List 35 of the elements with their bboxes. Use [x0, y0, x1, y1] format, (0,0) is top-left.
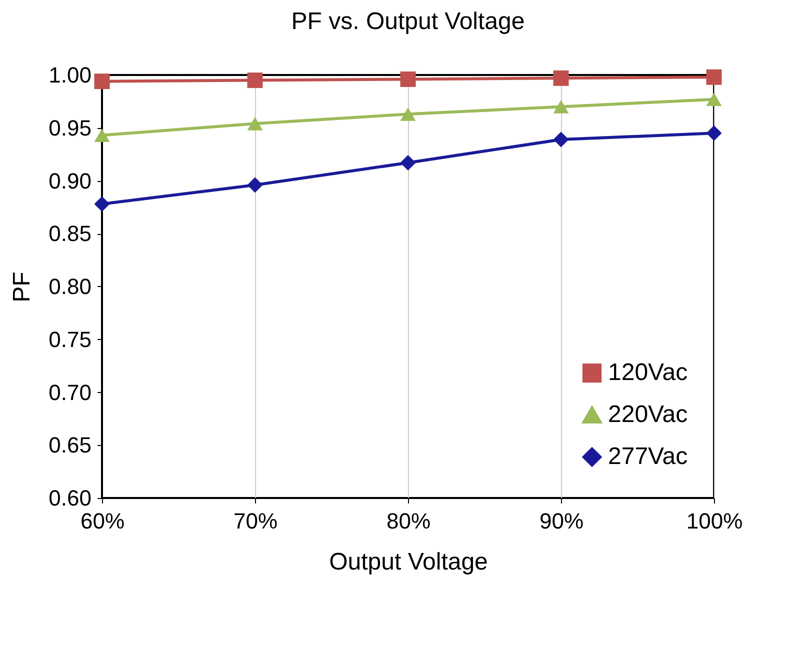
y-tick-label: 0.70 — [48, 380, 92, 405]
point — [247, 72, 263, 88]
point — [706, 125, 722, 141]
point — [94, 128, 110, 142]
point — [400, 155, 416, 171]
y-tick-label: 0.65 — [48, 432, 92, 458]
y-tick-label: 0.85 — [48, 221, 92, 246]
y-tick-label: 0.95 — [48, 115, 92, 140]
point — [706, 92, 722, 106]
point — [247, 177, 263, 193]
point — [553, 132, 569, 148]
legend-label: 277Vac — [608, 443, 688, 470]
point — [400, 71, 416, 87]
y-tick-label: 0.80 — [48, 274, 92, 299]
point — [94, 196, 110, 212]
point — [400, 107, 416, 121]
x-tick-label: 90% — [539, 508, 584, 534]
y-axis-title: PF — [8, 272, 36, 302]
legend-label: 120Vac — [608, 359, 688, 386]
x-tick-label: 80% — [386, 508, 431, 534]
point — [94, 74, 110, 90]
x-axis-title: Output Voltage — [329, 548, 488, 576]
point — [706, 69, 722, 85]
chart-title: PF vs. Output Voltage — [291, 8, 525, 35]
y-tick-label: 0.90 — [48, 168, 92, 194]
legend-label: 220Vac — [608, 401, 688, 428]
y-tick-label: 0.60 — [48, 486, 92, 510]
x-tick-label: 60% — [80, 508, 125, 534]
point — [553, 100, 569, 114]
x-tick-label: 70% — [233, 508, 278, 534]
point — [553, 70, 569, 86]
y-tick-label: 1.00 — [48, 62, 92, 88]
point — [247, 116, 263, 130]
x-tick-label: 100% — [686, 508, 743, 534]
y-tick-label: 0.75 — [48, 326, 92, 352]
